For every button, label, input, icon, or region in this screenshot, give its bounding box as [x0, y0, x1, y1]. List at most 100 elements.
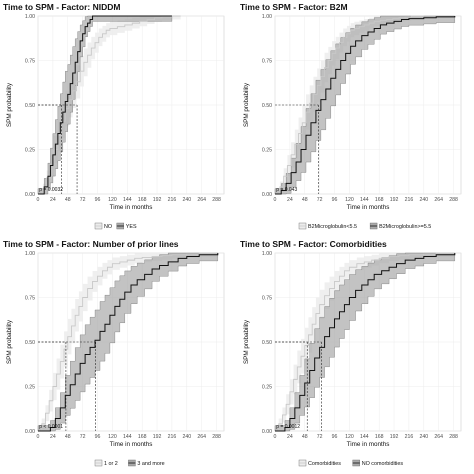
panel-title: Time to SPM - Factor: B2M	[240, 2, 348, 12]
y-tick-label: 0.50	[25, 103, 35, 109]
y-axis-label: SPM probability	[6, 319, 13, 364]
x-tick-label: 216	[168, 434, 177, 440]
y-axis-label: SPM probability	[243, 82, 250, 127]
y-tick-label: 0.00	[262, 192, 272, 198]
x-tick-label: 216	[405, 197, 414, 203]
x-tick-label: 168	[375, 434, 384, 440]
x-tick-label: 240	[182, 434, 191, 440]
panel-3: Time to SPM - Factor: Number of prior li…	[3, 239, 225, 467]
p-value-label: p = 0.043	[276, 187, 297, 193]
y-tick-label: 1.00	[25, 251, 35, 257]
x-tick-label: 0	[37, 197, 40, 203]
x-tick-label: 288	[449, 434, 458, 440]
x-tick-label: 288	[212, 434, 221, 440]
y-tick-label: 1.00	[262, 251, 272, 257]
x-tick-label: 96	[332, 197, 338, 203]
x-tick-label: 120	[345, 197, 354, 203]
km-curve-1	[38, 252, 218, 432]
x-tick-label: 168	[375, 197, 384, 203]
y-tick-label: 0.25	[25, 385, 35, 391]
legend-label-1: NO	[104, 224, 112, 230]
x-tick-label: 288	[212, 197, 221, 203]
confidence-band-2	[37, 252, 218, 432]
y-tick-label: 0.25	[262, 385, 272, 391]
x-tick-label: 48	[302, 434, 308, 440]
x-axis-label: Time in months	[110, 204, 153, 211]
x-tick-label: 216	[168, 197, 177, 203]
legend-label-1: Comorbidities	[308, 461, 341, 467]
km-curve-2	[275, 16, 456, 195]
x-tick-label: 72	[80, 197, 86, 203]
y-tick-label: 0.75	[262, 59, 272, 65]
km-curve-1	[275, 15, 424, 195]
x-tick-label: 120	[345, 434, 354, 440]
x-tick-label: 192	[153, 434, 162, 440]
km-curve-2	[275, 253, 456, 432]
y-tick-label: 0.25	[25, 148, 35, 154]
y-tick-label: 0.25	[262, 148, 272, 154]
legend-label-2: YES	[126, 224, 137, 230]
panel-2: Time to SPM - Factor: B2M p = 0.043 0 24 48 7…	[240, 2, 462, 230]
x-tick-label: 120	[108, 434, 117, 440]
x-tick-label: 24	[50, 197, 56, 203]
y-tick-label: 0.50	[262, 103, 272, 109]
panel-1: Time to SPM - Factor: NIDDM p = 0.0032 0 24…	[3, 2, 225, 230]
legend-label-1: 1 or 2	[104, 461, 118, 467]
x-tick-label: 168	[138, 434, 147, 440]
y-tick-label: 0.75	[25, 296, 35, 302]
y-tick-label: 0.75	[25, 59, 35, 65]
x-tick-label: 48	[65, 434, 71, 440]
x-tick-label: 120	[108, 197, 117, 203]
x-tick-label: 168	[138, 197, 147, 203]
y-tick-label: 0.00	[25, 192, 35, 198]
confidence-band-1	[275, 253, 455, 431]
x-tick-label: 24	[287, 434, 293, 440]
x-tick-label: 264	[434, 434, 443, 440]
x-axis-label: Time in months	[347, 441, 390, 448]
x-tick-label: 0	[274, 434, 277, 440]
legend-label-2: 3 and more	[137, 461, 164, 467]
y-tick-label: 1.00	[25, 14, 35, 20]
x-tick-label: 96	[332, 434, 338, 440]
x-tick-label: 72	[317, 434, 323, 440]
y-axis-label: SPM probability	[243, 319, 250, 364]
km-curve-1	[275, 252, 455, 432]
y-tick-label: 0.50	[25, 340, 35, 346]
x-axis-label: Time in months	[110, 441, 153, 448]
p-value-label: p = 0.0032	[39, 187, 63, 193]
x-tick-label: 48	[65, 197, 71, 203]
confidence-band-2	[37, 15, 173, 195]
km-curve-1	[38, 15, 181, 195]
x-tick-label: 72	[317, 197, 323, 203]
x-tick-label: 264	[197, 434, 206, 440]
x-tick-label: 264	[434, 197, 443, 203]
x-tick-label: 24	[287, 197, 293, 203]
y-tick-label: 0.00	[262, 429, 272, 435]
x-tick-label: 24	[50, 434, 56, 440]
x-tick-label: 144	[360, 434, 369, 440]
legend-label-2: NO comorbidities	[362, 461, 404, 467]
p-value-label: p = 0.0012	[276, 424, 300, 430]
x-tick-label: 240	[419, 197, 428, 203]
p-value-label: p < 0.0001	[39, 424, 63, 430]
panel-title: Time to SPM - Factor: Comorbidities	[240, 239, 387, 249]
y-axis-label: SPM probability	[6, 82, 13, 127]
x-tick-label: 192	[390, 197, 399, 203]
x-tick-label: 144	[123, 197, 132, 203]
km-curve-2	[38, 253, 219, 432]
x-tick-label: 48	[302, 197, 308, 203]
x-tick-label: 192	[390, 434, 399, 440]
y-tick-label: 0.75	[262, 296, 272, 302]
x-tick-label: 240	[182, 197, 191, 203]
x-tick-label: 216	[405, 434, 414, 440]
x-tick-label: 144	[360, 197, 369, 203]
panel-title: Time to SPM - Factor: NIDDM	[3, 2, 120, 12]
x-tick-label: 264	[197, 197, 206, 203]
x-tick-label: 240	[419, 434, 428, 440]
x-tick-label: 0	[274, 197, 277, 203]
panel-title: Time to SPM - Factor: Number of prior li…	[3, 239, 179, 249]
panel-4: Time to SPM - Factor: Comorbidities p = 0…	[240, 239, 462, 467]
x-axis-label: Time in months	[347, 204, 390, 211]
